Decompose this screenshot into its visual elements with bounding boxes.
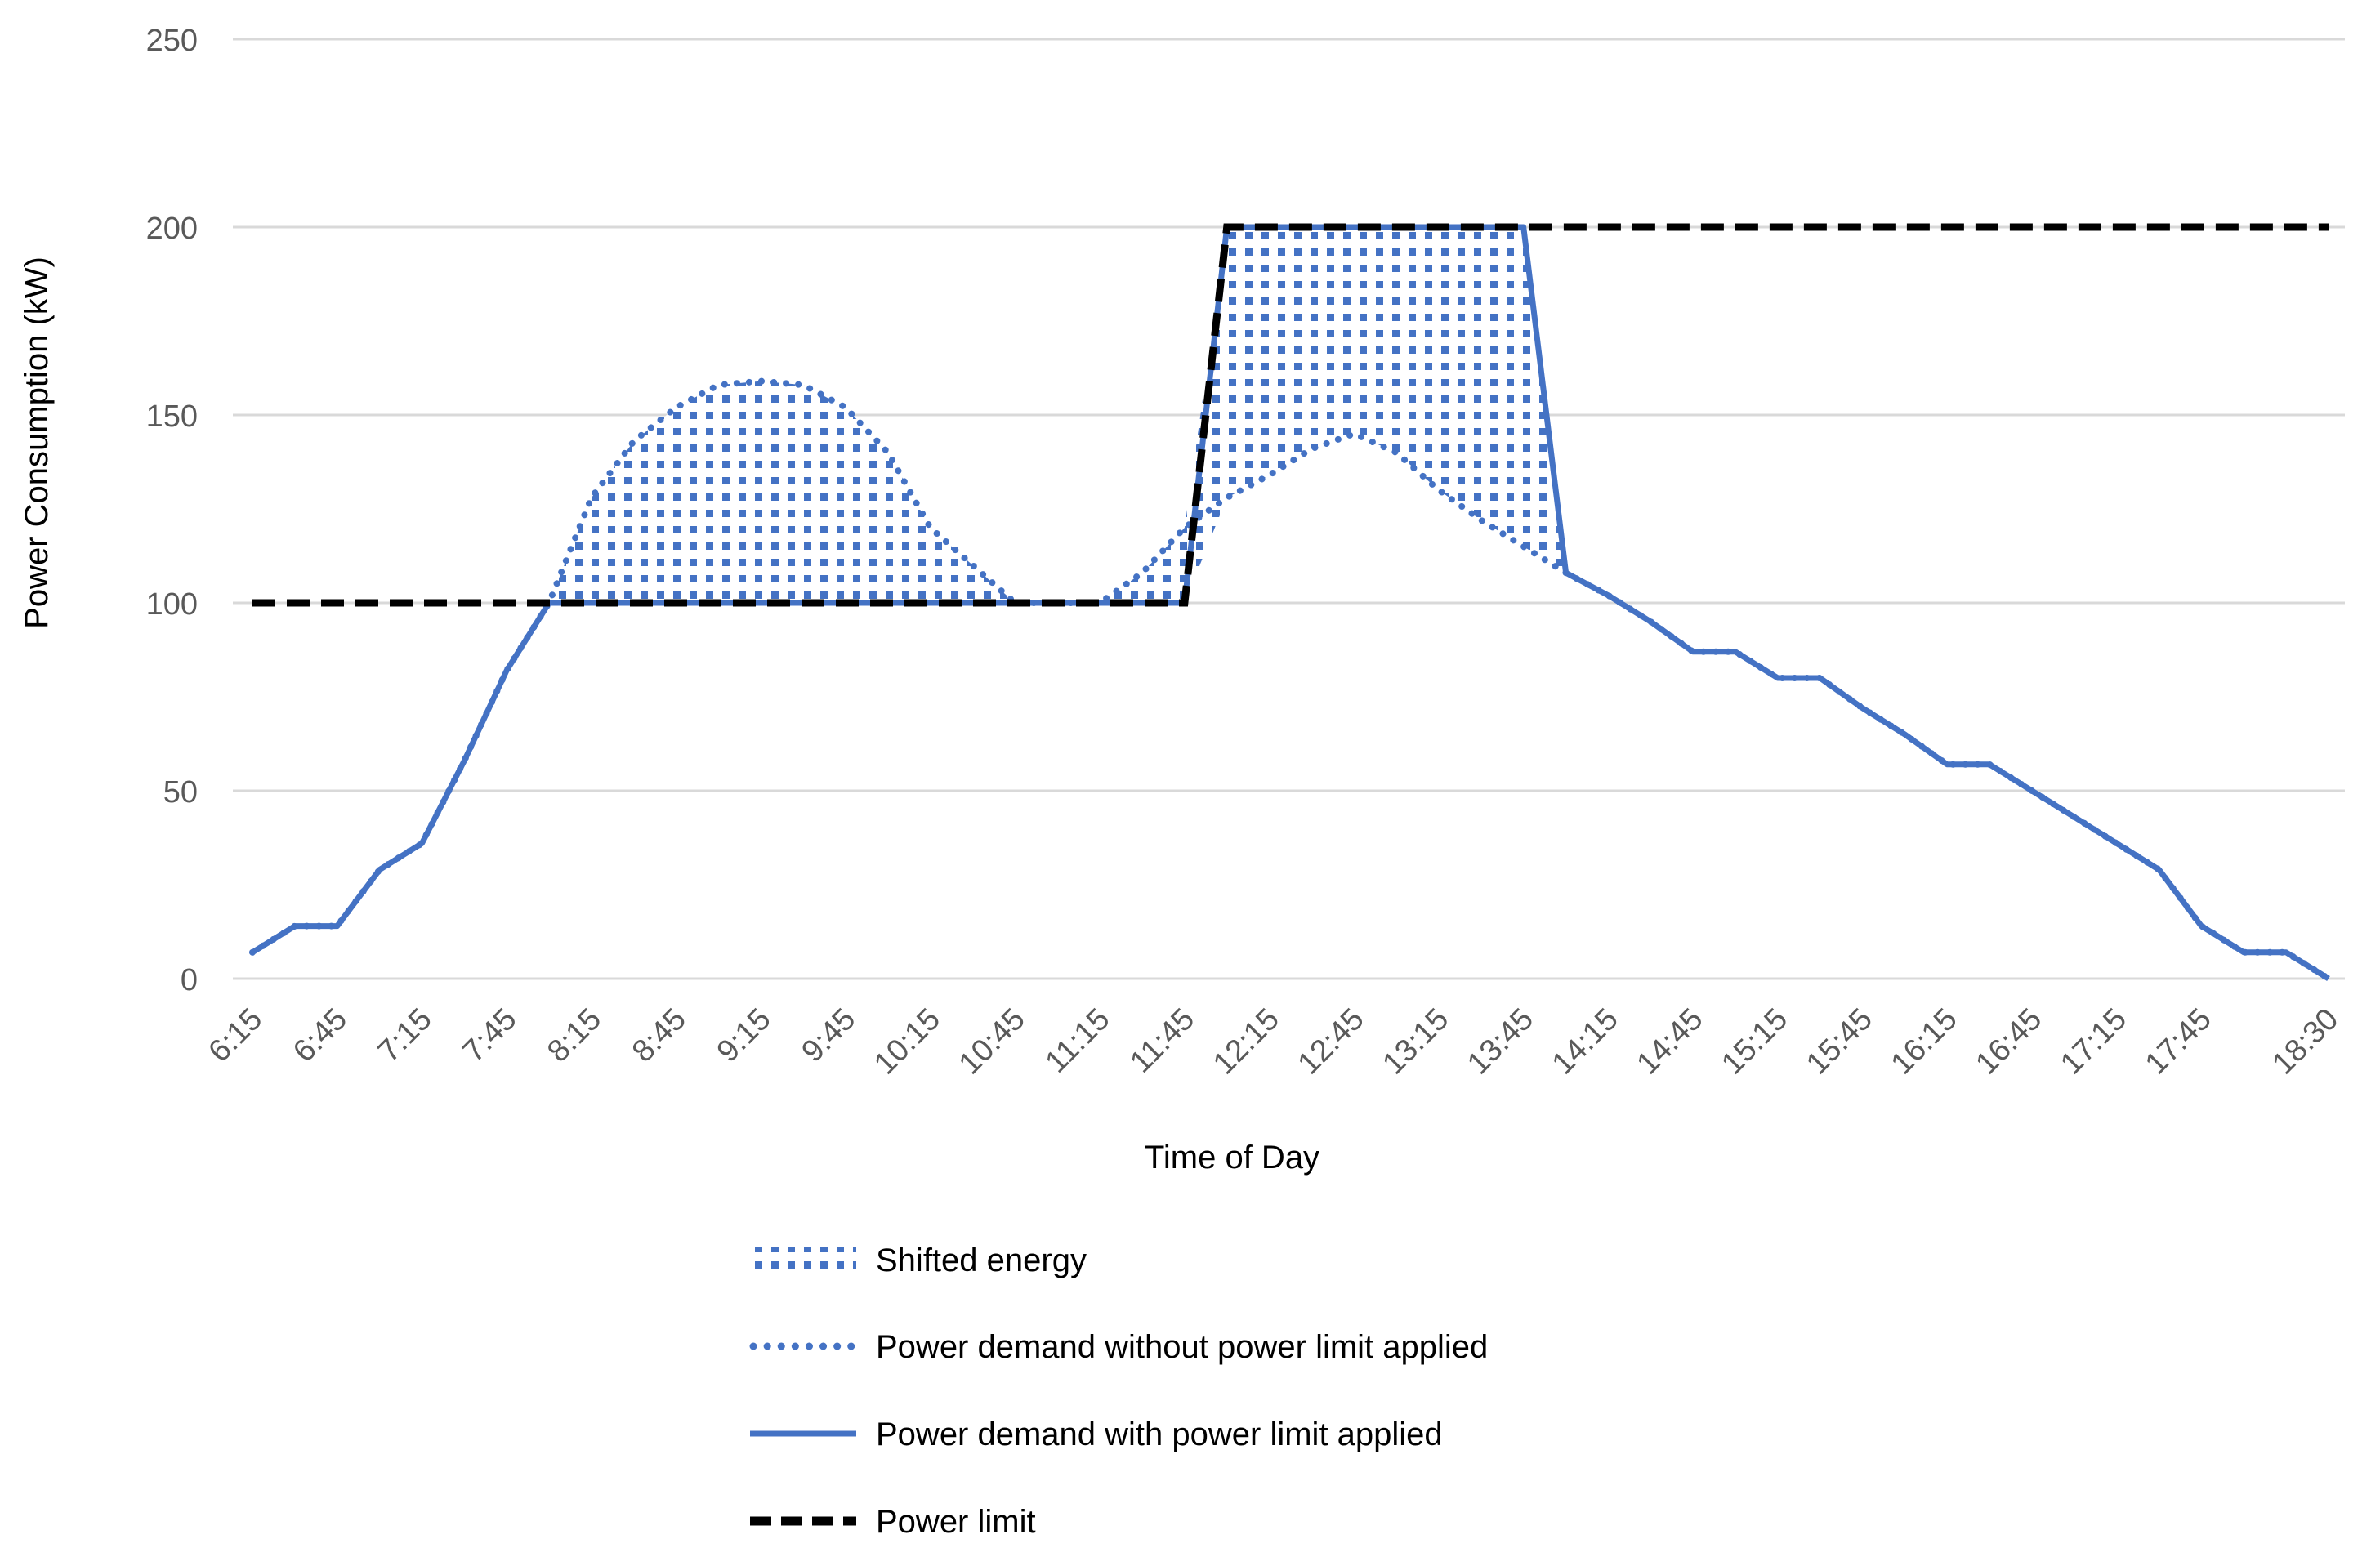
legend-swatch-pattern [750,1247,856,1273]
legend-item: Power demand without power limit applied [749,1329,1488,1365]
y-tick-label: 0 [181,963,198,997]
legend-item: Shifted energy [750,1242,1087,1278]
y-tick-labels: 0 50 100 150 200 250 [146,24,198,997]
shifted-energy-area-group [252,227,2329,979]
x-tick-label: 15:15 [1715,1002,1794,1082]
y-axis-label: Power Consumption (kW) [19,257,55,629]
x-tick-label: 8:45 [626,1002,693,1069]
x-tick-labels: 6:15 6:45 7:15 7:45 8:15 8:45 9:15 9:45 10:15 10:… [202,1002,2345,1082]
x-axis-label: Time of Day [1145,1140,1319,1176]
x-tick-label: 9:45 [795,1002,862,1069]
series-line-power-limit [252,223,2329,607]
x-tick-label: 8:15 [541,1002,608,1069]
legend-label: Power demand with power limit applied [876,1416,1443,1452]
y-tick-label: 250 [146,24,198,58]
y-tick-label: 150 [146,399,198,434]
x-tick-label: 10:45 [953,1002,1032,1082]
x-tick-label: 11:45 [1123,1002,1201,1080]
x-tick-label: 16:15 [1885,1002,1964,1082]
x-tick-label: 7:15 [372,1002,439,1069]
y-tick-label: 50 [163,775,198,810]
legend-label: Power demand without power limit applied [876,1329,1488,1365]
legend-label: Shifted energy [876,1242,1087,1278]
x-tick-label: 6:15 [202,1002,269,1069]
legend-item: Power demand with power limit applied [750,1416,1443,1452]
series-lines [249,223,2332,982]
y-tick-label: 100 [146,587,198,622]
x-tick-label: 13:15 [1376,1002,1455,1082]
legend-label: Power limit [876,1504,1036,1540]
shifted-energy-area [252,227,2329,979]
x-tick-label: 10:15 [868,1002,947,1082]
x-tick-label: 11:15 [1039,1002,1117,1080]
x-tick-label: 6:45 [287,1002,354,1069]
legend-item: Power limit [750,1504,1036,1540]
x-tick-label: 12:15 [1207,1002,1286,1082]
x-tick-label: 14:45 [1631,1002,1710,1082]
series-line-without-limit [249,377,2332,982]
x-tick-label: 17:45 [2139,1002,2218,1082]
x-tick-label: 12:45 [1292,1002,1371,1082]
x-tick-label: 16:45 [1969,1002,2048,1082]
x-tick-label: 9:15 [711,1002,778,1069]
x-tick-label: 18:30 [2266,1002,2345,1082]
x-tick-label: 7:45 [457,1002,524,1069]
x-tick-label: 17:15 [2054,1002,2133,1082]
y-tick-label: 200 [146,212,198,246]
grid-lines [233,38,2345,980]
legend: Shifted energy Power demand without power… [749,1242,1488,1540]
x-tick-label: 14:15 [1546,1002,1625,1082]
x-tick-label: 15:45 [1800,1002,1879,1082]
x-tick-label: 13:45 [1461,1002,1540,1082]
